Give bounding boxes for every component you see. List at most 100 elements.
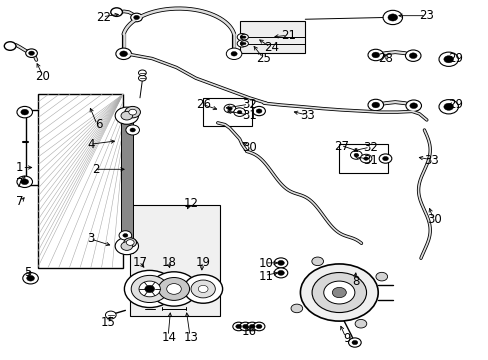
Circle shape xyxy=(408,53,416,59)
Circle shape xyxy=(226,48,242,59)
Circle shape xyxy=(128,109,136,115)
Circle shape xyxy=(144,285,154,293)
Circle shape xyxy=(382,157,387,161)
Circle shape xyxy=(116,48,131,59)
Text: 29: 29 xyxy=(447,99,463,112)
Circle shape xyxy=(378,154,391,163)
Text: 25: 25 xyxy=(256,52,271,65)
Circle shape xyxy=(367,99,383,111)
Circle shape xyxy=(138,70,146,76)
Text: 21: 21 xyxy=(280,29,295,42)
Circle shape xyxy=(350,151,362,159)
Circle shape xyxy=(382,10,402,24)
Circle shape xyxy=(23,273,38,284)
Text: 4: 4 xyxy=(87,138,95,151)
Circle shape xyxy=(227,107,232,110)
Bar xyxy=(130,205,220,316)
Circle shape xyxy=(240,41,248,46)
Circle shape xyxy=(300,264,377,321)
Circle shape xyxy=(354,319,366,328)
Text: 16: 16 xyxy=(242,325,256,338)
Circle shape xyxy=(348,338,361,347)
Circle shape xyxy=(150,272,197,306)
Text: 1: 1 xyxy=(16,161,23,174)
Bar xyxy=(203,98,251,126)
Circle shape xyxy=(29,51,34,55)
Circle shape xyxy=(405,100,421,111)
Circle shape xyxy=(323,281,354,304)
Circle shape xyxy=(360,154,371,163)
Bar xyxy=(38,94,122,267)
Text: 5: 5 xyxy=(24,266,32,279)
Circle shape xyxy=(332,287,346,298)
Circle shape xyxy=(253,322,264,331)
Circle shape xyxy=(133,15,139,19)
Text: 17: 17 xyxy=(132,256,147,269)
Text: 31: 31 xyxy=(363,154,378,167)
Text: 20: 20 xyxy=(35,70,50,83)
Text: 12: 12 xyxy=(183,197,198,210)
Text: 7: 7 xyxy=(16,195,23,208)
Circle shape xyxy=(256,109,262,113)
Text: 18: 18 xyxy=(162,256,176,269)
Circle shape xyxy=(240,34,248,40)
Circle shape xyxy=(249,324,255,329)
Text: 33: 33 xyxy=(300,109,314,122)
Circle shape xyxy=(235,324,241,329)
Circle shape xyxy=(124,107,140,118)
Text: 9: 9 xyxy=(342,333,349,346)
Text: 13: 13 xyxy=(183,331,198,344)
Circle shape xyxy=(438,52,458,66)
Text: 30: 30 xyxy=(426,213,441,226)
Circle shape xyxy=(237,111,242,114)
Circle shape xyxy=(115,107,138,124)
Circle shape xyxy=(387,14,397,21)
Circle shape xyxy=(123,238,136,247)
Text: 28: 28 xyxy=(377,52,392,65)
Circle shape xyxy=(121,242,132,250)
Circle shape xyxy=(124,270,175,307)
Bar xyxy=(239,21,305,53)
Text: 31: 31 xyxy=(242,109,256,122)
Text: 22: 22 xyxy=(96,11,111,24)
Bar xyxy=(339,144,387,173)
Circle shape xyxy=(27,275,34,281)
Text: 8: 8 xyxy=(352,275,359,288)
Text: 32: 32 xyxy=(242,99,256,112)
Circle shape xyxy=(230,51,237,56)
Circle shape xyxy=(111,8,122,17)
Circle shape xyxy=(183,275,222,303)
Circle shape xyxy=(237,40,246,47)
Circle shape xyxy=(17,107,32,118)
Circle shape xyxy=(311,257,323,266)
Circle shape xyxy=(405,50,420,62)
Circle shape xyxy=(130,128,135,132)
Circle shape xyxy=(21,179,29,185)
Circle shape xyxy=(242,324,248,329)
Text: 15: 15 xyxy=(101,316,116,329)
Circle shape xyxy=(371,102,379,108)
Circle shape xyxy=(409,103,417,109)
Text: 32: 32 xyxy=(363,141,378,154)
Circle shape xyxy=(21,109,29,115)
Text: 7: 7 xyxy=(16,177,23,190)
Circle shape xyxy=(371,52,379,58)
Circle shape xyxy=(240,36,244,39)
Text: 3: 3 xyxy=(87,233,95,246)
Text: 11: 11 xyxy=(258,270,273,283)
Circle shape xyxy=(239,322,251,331)
Circle shape xyxy=(375,273,387,281)
Circle shape xyxy=(443,56,453,63)
Circle shape xyxy=(139,281,160,297)
Circle shape xyxy=(353,153,358,157)
Circle shape xyxy=(240,42,244,45)
Circle shape xyxy=(256,324,262,329)
Circle shape xyxy=(232,322,244,331)
Circle shape xyxy=(138,75,146,81)
Circle shape xyxy=(121,111,132,120)
Circle shape xyxy=(277,260,284,265)
Circle shape xyxy=(438,100,458,114)
Circle shape xyxy=(243,42,245,45)
Text: 27: 27 xyxy=(334,140,348,153)
Text: 14: 14 xyxy=(162,331,176,344)
